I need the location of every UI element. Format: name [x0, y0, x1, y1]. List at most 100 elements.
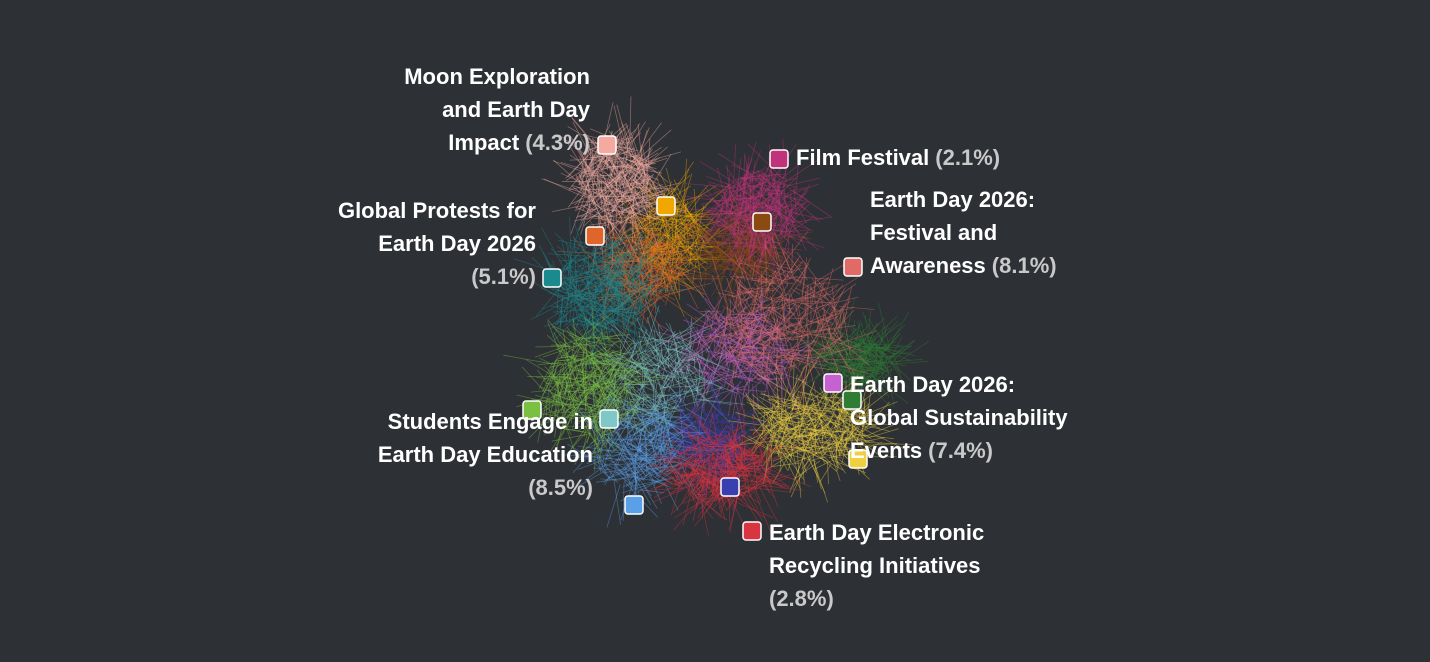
edge — [774, 344, 789, 347]
edge — [541, 178, 589, 196]
edge — [619, 156, 661, 187]
edge — [597, 274, 619, 279]
edge — [565, 154, 589, 179]
edge — [628, 361, 640, 383]
edge — [733, 235, 751, 275]
edge — [664, 431, 704, 434]
edge — [847, 349, 886, 367]
edge — [745, 227, 770, 262]
edge — [667, 249, 679, 258]
edge — [669, 274, 673, 296]
edge — [732, 233, 745, 267]
edge — [697, 417, 699, 448]
edge — [736, 386, 746, 418]
edge — [623, 299, 636, 335]
edge — [709, 385, 729, 425]
edge — [791, 291, 814, 302]
edge — [621, 439, 653, 457]
edge — [615, 159, 619, 202]
edge — [666, 263, 680, 289]
edge — [613, 202, 622, 219]
edge — [755, 312, 796, 345]
edge — [709, 221, 725, 266]
edge — [639, 419, 663, 423]
edge — [824, 351, 832, 362]
edge — [759, 241, 771, 244]
edge — [667, 241, 683, 254]
edge — [645, 371, 656, 394]
edge — [863, 346, 868, 362]
edge — [604, 430, 621, 457]
edge — [638, 420, 655, 432]
edge — [753, 377, 778, 380]
edge — [784, 367, 797, 410]
edge — [866, 341, 880, 348]
edge — [745, 202, 760, 218]
edge — [845, 356, 862, 372]
edge — [580, 450, 604, 457]
edge — [639, 164, 657, 169]
edge — [614, 146, 654, 165]
edge — [654, 389, 670, 419]
edge — [654, 235, 681, 255]
edge — [625, 352, 637, 361]
edge — [889, 339, 916, 365]
edge — [636, 154, 669, 183]
cluster-share: (7.4%) — [928, 438, 993, 463]
edge — [679, 372, 707, 401]
edge — [697, 350, 702, 364]
edge — [782, 365, 800, 411]
edge — [640, 226, 659, 237]
edge — [726, 359, 741, 390]
edge — [707, 252, 726, 271]
edge — [572, 440, 603, 474]
edge — [626, 406, 655, 418]
edge — [738, 210, 742, 221]
cluster-marker — [624, 495, 644, 515]
edge — [699, 192, 729, 220]
edge — [617, 282, 663, 287]
edge — [718, 232, 740, 235]
edge — [676, 391, 684, 433]
edge — [661, 230, 679, 275]
edge — [678, 437, 691, 457]
edge — [653, 273, 673, 290]
edge — [641, 413, 646, 440]
edge — [636, 154, 647, 179]
edge — [679, 246, 712, 254]
edge — [629, 182, 638, 224]
edge — [637, 231, 641, 242]
edge — [567, 282, 606, 295]
edge — [799, 302, 829, 320]
edge — [767, 192, 790, 198]
edge — [685, 222, 690, 250]
edge — [570, 136, 594, 177]
edge — [668, 461, 690, 487]
edge — [674, 204, 679, 239]
edge — [735, 229, 760, 266]
edge — [745, 319, 760, 336]
edge — [645, 239, 657, 288]
edge — [630, 442, 639, 452]
edge — [768, 192, 791, 234]
edge — [678, 197, 701, 229]
edge — [649, 287, 692, 302]
edge — [681, 202, 710, 242]
edge — [841, 361, 867, 379]
edge — [675, 248, 723, 260]
edge — [680, 250, 725, 258]
edge — [607, 170, 629, 206]
edge — [632, 279, 638, 297]
edge — [762, 234, 793, 255]
edge — [663, 239, 700, 271]
edge — [724, 427, 742, 432]
edge — [872, 362, 876, 375]
edge — [716, 345, 750, 359]
edge — [653, 212, 674, 256]
edge — [716, 430, 737, 463]
edge — [678, 355, 700, 364]
edge — [651, 242, 658, 280]
edge — [672, 260, 707, 280]
edge — [661, 385, 695, 388]
edge — [700, 321, 725, 347]
